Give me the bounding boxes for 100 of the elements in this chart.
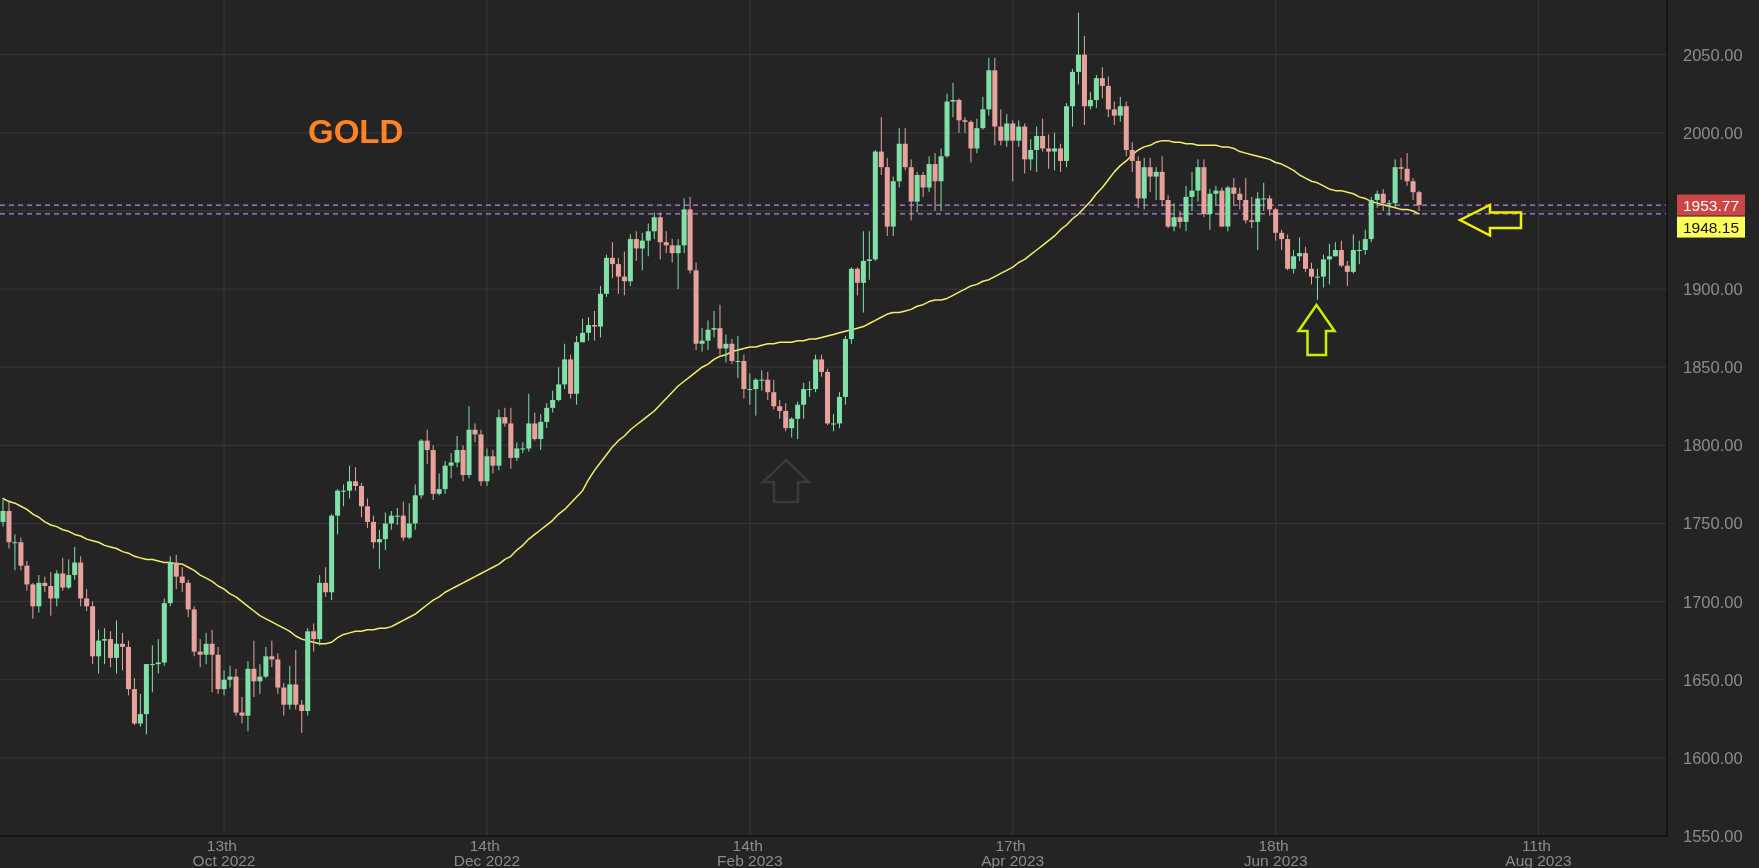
candlestick [615, 257, 621, 295]
candlestick [84, 588, 90, 612]
candlestick [902, 127, 908, 171]
candlestick [920, 171, 926, 198]
candlestick [1010, 119, 1016, 182]
candlestick [1362, 229, 1368, 256]
candlestick [1058, 143, 1064, 173]
candlestick [878, 116, 884, 176]
candlestick [1195, 158, 1201, 203]
y-tick-label: 1750.00 [1683, 514, 1743, 533]
candlestick [48, 571, 54, 617]
candlestick [1231, 177, 1237, 206]
candlestick [376, 529, 382, 570]
x-tick-label: 13th Oct 2022 [192, 837, 256, 868]
candlestick [747, 372, 753, 406]
candlestick [789, 416, 795, 439]
y-tick-label: 1800.00 [1683, 436, 1743, 455]
candlestick [454, 435, 460, 468]
y-tick-label: 1850.00 [1683, 358, 1743, 377]
candlestick [197, 638, 203, 668]
candlestick [717, 304, 723, 356]
text: GOLD [308, 113, 404, 150]
y-tick-label: 1900.00 [1683, 280, 1743, 299]
candlestick [956, 97, 962, 134]
y-tick-label: 2050.00 [1683, 45, 1743, 64]
candlestick [1380, 188, 1386, 212]
candlestick [950, 82, 956, 118]
candlestick [729, 338, 735, 365]
candlestick [239, 696, 245, 724]
candlestick [866, 230, 872, 281]
candlestick [1034, 126, 1040, 173]
candlestick [370, 515, 376, 549]
candlestick [0, 499, 6, 528]
candlestick [1004, 113, 1010, 148]
candlestick [1207, 188, 1213, 231]
candlestick [932, 152, 938, 212]
candlestick [1099, 66, 1105, 99]
candlestick [705, 319, 711, 351]
candlestick [1040, 118, 1046, 153]
candlestick [651, 212, 657, 240]
candlestick [663, 230, 669, 254]
candlestick [1117, 96, 1123, 123]
candlestick [1052, 132, 1058, 171]
candlestick [1303, 246, 1309, 273]
y-tick-label: 1600.00 [1683, 748, 1743, 767]
y-tick-label: 1650.00 [1683, 670, 1743, 689]
candlestick [639, 232, 645, 271]
ref-line-label: 1948.15 [1682, 218, 1740, 236]
candlestick [96, 629, 102, 674]
candlestick [675, 238, 681, 290]
candlestick [1153, 166, 1159, 201]
candlestick [114, 619, 120, 674]
candlestick [1111, 101, 1117, 126]
candlestick [347, 465, 353, 499]
candlestick [711, 310, 717, 339]
candlestick [556, 366, 562, 403]
candlestick [263, 646, 269, 679]
candlestick [221, 669, 227, 696]
candlestick [783, 402, 789, 432]
candlestick [281, 682, 287, 717]
candlestick [1189, 171, 1195, 212]
candlestick [251, 640, 257, 698]
candlestick [227, 665, 233, 689]
candlestick [1243, 177, 1249, 224]
candlestick [1386, 199, 1392, 217]
candlestick [24, 560, 30, 592]
candlestick [400, 501, 406, 542]
candlestick [353, 466, 359, 492]
candlestick [538, 413, 544, 451]
candlestick [962, 116, 968, 134]
candlestick [1237, 187, 1243, 210]
candlestick [1093, 74, 1099, 109]
candlestick [364, 497, 370, 529]
candlestick [699, 327, 705, 353]
candlestick [448, 452, 454, 479]
candlestick [293, 649, 299, 710]
candlestick [30, 582, 36, 620]
candlestick [854, 266, 860, 296]
candlestick [323, 566, 329, 598]
candlestick [633, 230, 639, 262]
candlestick [926, 155, 932, 193]
candlestick [735, 335, 741, 379]
candlestick [1273, 207, 1279, 242]
y-tick-label: 1550.00 [1683, 827, 1743, 845]
candlestick [777, 399, 783, 420]
candlestick [108, 630, 114, 668]
candlestick [209, 629, 215, 693]
candlestick [203, 632, 209, 665]
candlestick [1213, 185, 1219, 206]
candlestick [12, 533, 18, 571]
x-tick-label: 14th Dec 2022 [453, 837, 521, 868]
ref-line-label: 1953.77 [1682, 196, 1740, 214]
candlestick [1297, 237, 1303, 262]
candlestick [119, 632, 125, 671]
candlestick [1171, 202, 1177, 232]
candlestick [765, 371, 771, 401]
candlestick [1028, 138, 1034, 171]
candlestick [18, 537, 24, 571]
candlestick [269, 640, 275, 668]
candlestick [1320, 254, 1326, 289]
